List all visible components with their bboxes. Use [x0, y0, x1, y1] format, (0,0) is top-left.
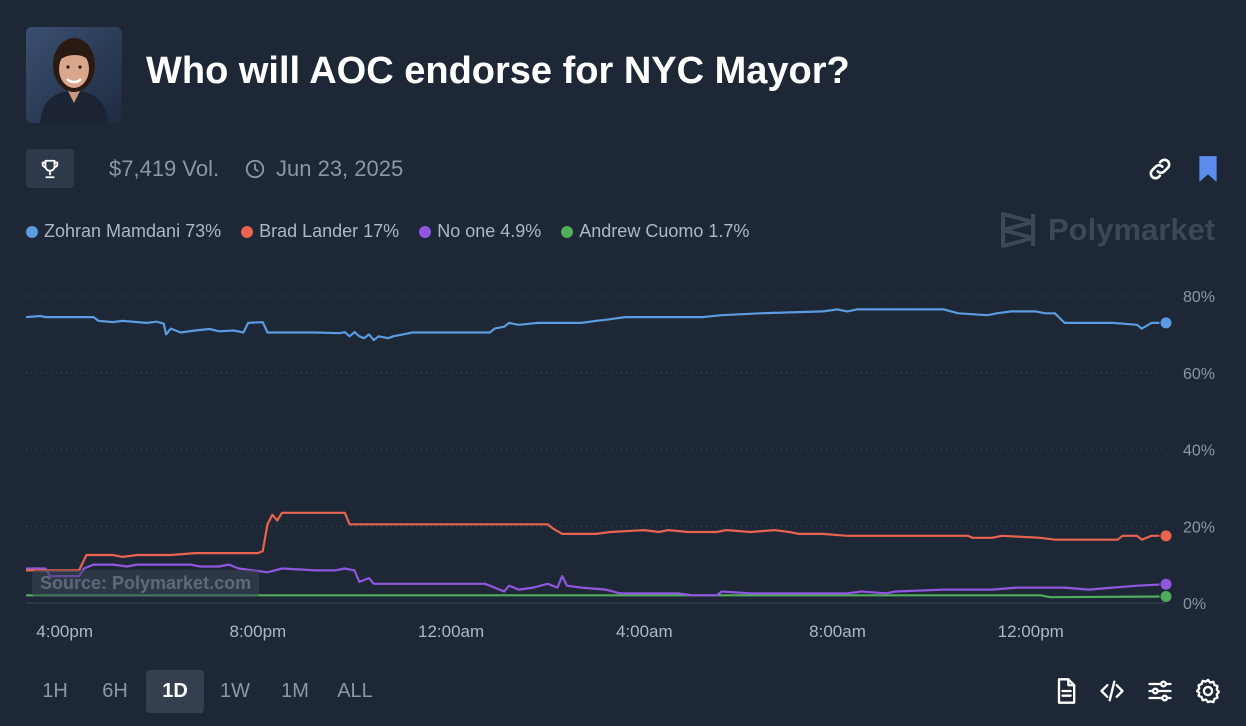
legend-dot [241, 225, 254, 238]
series-line-andrew-cuomo [26, 594, 1167, 599]
series-line-brad-lander [26, 511, 1166, 572]
end-date: Jun 23, 2025 [244, 156, 403, 182]
y-tick-label: 80% [1183, 289, 1215, 306]
legend-item-mamdani[interactable]: Zohran Mamdani 73% [26, 221, 221, 242]
legend-label: No one 4.9% [437, 221, 542, 241]
x-tick-label: 4:00pm [36, 622, 93, 641]
range-all-button[interactable]: ALL [337, 680, 373, 702]
y-tick-label: 60% [1183, 366, 1215, 383]
y-tick-label: 0% [1183, 596, 1206, 613]
legend-label: Andrew Cuomo 1.7% [579, 221, 750, 241]
y-tick-label: 20% [1183, 519, 1215, 536]
x-tick-label: 8:00am [809, 622, 866, 641]
brand-name: Polymarket [1048, 212, 1216, 247]
market-avatar [26, 27, 122, 123]
bookmark-icon[interactable] [1197, 155, 1219, 183]
legend-item-noone[interactable]: No one 4.9% [419, 221, 541, 242]
legend-label: Zohran Mamdani 73% [44, 221, 222, 241]
legend-item-cuomo[interactable]: Andrew Cuomo 1.7% [561, 221, 749, 242]
series-line-zohran-mamdani [25, 308, 1166, 342]
trophy-button[interactable] [26, 149, 74, 188]
market-title: Who will AOC endorse for NYC Mayor? [146, 50, 850, 92]
series-line-no-one [26, 563, 1167, 597]
legend-item-lander[interactable]: Brad Lander 17% [241, 221, 399, 242]
range-1m-button[interactable]: 1M [281, 680, 309, 702]
document-icon[interactable] [1052, 677, 1080, 705]
x-tick-label: 12:00pm [998, 622, 1064, 641]
y-tick-label: 40% [1183, 443, 1215, 460]
volume-text: $7,419 Vol. [109, 156, 220, 181]
code-icon[interactable] [1098, 677, 1126, 705]
gear-icon[interactable] [1194, 677, 1222, 705]
x-tick-label: 12:00am [418, 622, 484, 641]
legend-label: Brad Lander 17% [259, 221, 400, 241]
trophy-icon [41, 159, 59, 178]
legend-dot [419, 225, 432, 238]
polymarket-logo-icon [1001, 212, 1035, 248]
legend-dot [561, 225, 574, 238]
link-icon[interactable] [1146, 155, 1174, 183]
legend-dot [26, 225, 38, 238]
price-chart[interactable]: 0% 20% 40% 60% 80% 4:00pm 8:00pm 12:00am 4:00am 8… [0, 270, 1246, 650]
range-1w-button[interactable]: 1W [220, 680, 250, 702]
sliders-icon[interactable] [1146, 677, 1174, 705]
x-tick-label: 8:00pm [230, 622, 287, 641]
series-end-point [1159, 589, 1173, 603]
x-tick-label: 4:00am [616, 622, 673, 641]
polymarket-watermark: Polymarket [1000, 210, 1215, 250]
chart-legend: Zohran Mamdani 73% Brad Lander 17% No on… [26, 221, 749, 242]
end-date-text: Jun 23, 2025 [276, 156, 404, 181]
series-end-point [1159, 577, 1173, 591]
range-1h-button[interactable]: 1H [42, 680, 68, 702]
range-1d-button[interactable]: 1D [146, 670, 204, 713]
clock-icon [245, 159, 265, 179]
time-range-selector: 1H 6H 1D 1W 1M ALL [26, 670, 386, 713]
series-end-point [1159, 316, 1173, 330]
source-label: Source: Polymarket.com [32, 570, 260, 597]
range-6h-button[interactable]: 6H [102, 680, 128, 702]
series-end-point [1159, 529, 1173, 543]
